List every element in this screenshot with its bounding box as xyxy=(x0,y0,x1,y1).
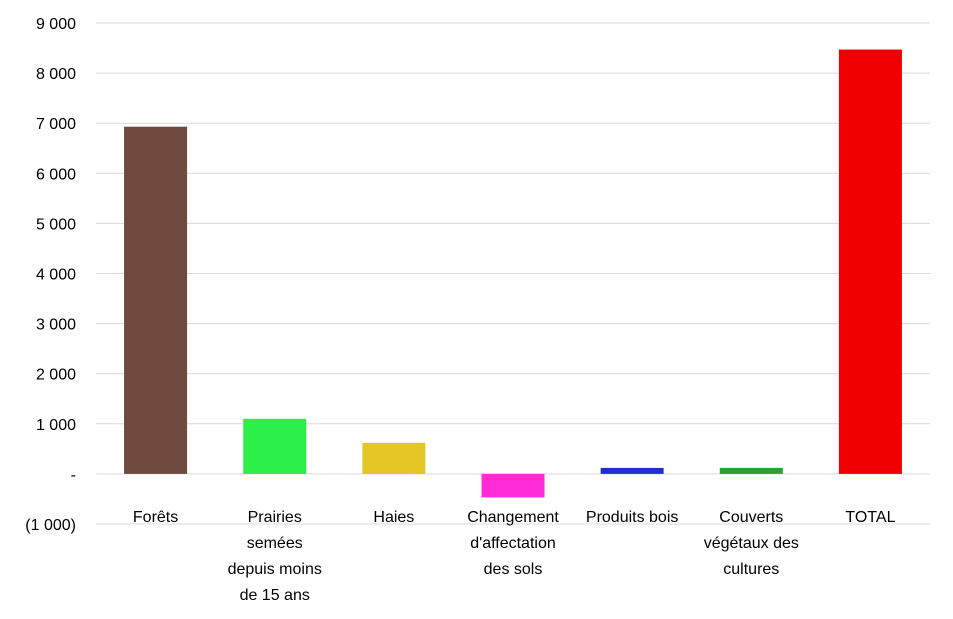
x-category-label: Produits bois xyxy=(586,509,679,526)
x-category-label: Haies xyxy=(373,509,414,526)
bars xyxy=(124,49,902,498)
x-axis-category-labels: Forêts Prairies semées depuis moins de 15 an… xyxy=(133,509,896,604)
y-tick-label: 3 000 xyxy=(36,317,76,334)
x-category-label: d'affectation xyxy=(470,535,556,552)
bar xyxy=(362,442,426,474)
y-tick-label: 7 000 xyxy=(36,116,76,133)
y-tick-label: 9 000 xyxy=(36,16,76,33)
bar xyxy=(481,473,545,498)
bar xyxy=(600,467,664,474)
gridlines xyxy=(96,22,930,525)
y-tick-label: 5 000 xyxy=(36,216,76,233)
x-category-label: semées xyxy=(247,535,303,552)
x-category-label: depuis moins xyxy=(228,561,322,578)
x-category-label: Forêts xyxy=(133,509,178,526)
y-tick-label: 6 000 xyxy=(36,166,76,183)
y-tick-label: 2 000 xyxy=(36,367,76,384)
x-category-label: de 15 ans xyxy=(240,587,310,604)
y-tick-label: 4 000 xyxy=(36,267,76,284)
x-category-label: végétaux des xyxy=(704,535,799,552)
x-category-label: des sols xyxy=(484,561,543,578)
y-tick-label: (1 000) xyxy=(25,517,76,534)
y-tick-label: 8 000 xyxy=(36,66,76,83)
x-category-label: TOTAL xyxy=(845,509,895,526)
y-tick-label: 1 000 xyxy=(36,417,76,434)
x-category-label: cultures xyxy=(723,561,779,578)
bar xyxy=(124,126,188,474)
x-category-label: Prairies xyxy=(248,509,302,526)
y-axis-tick-labels: 9 000 8 000 7 000 6 000 5 000 4 000 3 000 2 000… xyxy=(25,16,76,534)
bar xyxy=(243,418,307,474)
x-category-label: Changement xyxy=(467,509,559,526)
bar xyxy=(838,49,902,474)
y-tick-label: - xyxy=(71,467,76,484)
x-category-label: Couverts xyxy=(719,509,783,526)
bar xyxy=(719,467,783,474)
